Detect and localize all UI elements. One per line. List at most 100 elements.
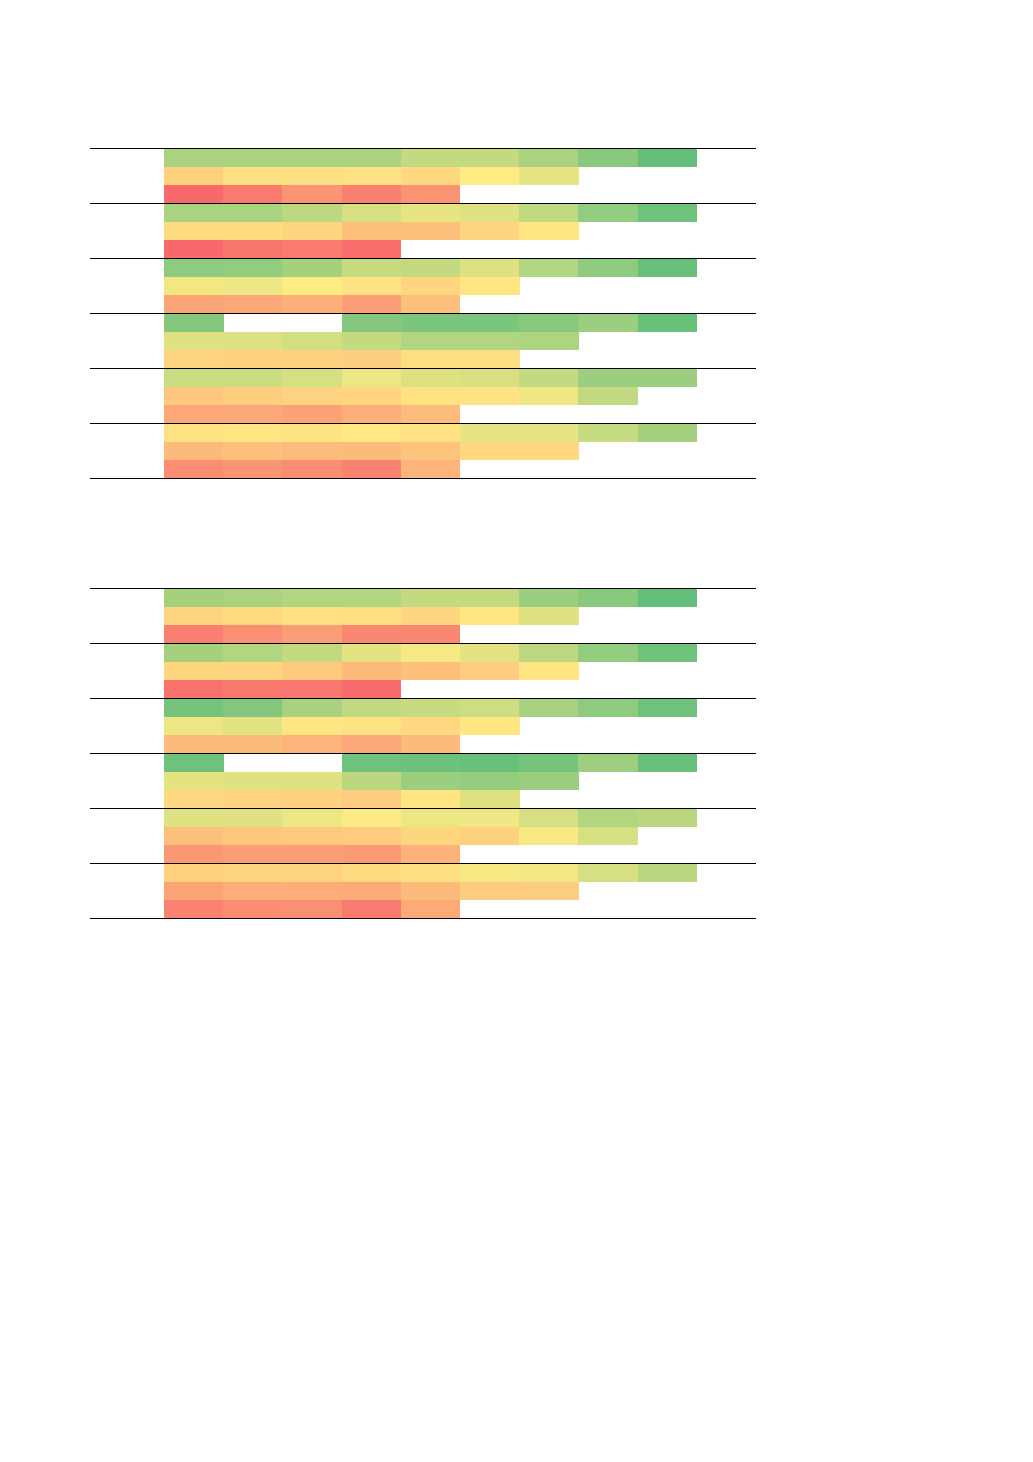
- heatmap-cell: [282, 735, 342, 753]
- heatmap-cell: [637, 369, 698, 387]
- heatmap-cell: [223, 882, 283, 900]
- heatmap-cell: [223, 680, 283, 698]
- heatmap-cell: [164, 882, 224, 900]
- heatmap-cell: [637, 424, 698, 442]
- heatmap-cell: [400, 699, 461, 717]
- heatmap-cell: [282, 827, 342, 845]
- heatmap-cell: [341, 259, 402, 277]
- heatmap-cell: [164, 222, 224, 240]
- heatmap-row: [90, 277, 756, 295]
- heatmap-cell: [578, 369, 638, 387]
- heatmap-cell: [164, 754, 224, 772]
- separator-line: [90, 753, 756, 754]
- heatmap-cell: [578, 827, 638, 845]
- heatmap-cell: [460, 350, 520, 368]
- heatmap-cell: [400, 790, 461, 808]
- heatmap-cell: [341, 790, 402, 808]
- heatmap-cell: [282, 809, 342, 827]
- heatmap-cell: [400, 864, 461, 882]
- heatmap-row: [90, 387, 756, 405]
- heatmap-cell: [341, 185, 402, 203]
- heatmap-cell: [400, 405, 461, 423]
- heatmap-cell: [400, 442, 461, 460]
- heatmap-row: [90, 680, 756, 698]
- heatmap-cell: [341, 442, 402, 460]
- heatmap-cell: [164, 204, 224, 222]
- heatmap-row: [90, 772, 756, 790]
- heatmap-row: [90, 717, 756, 735]
- heatmap-cell: [223, 699, 283, 717]
- heatmap-cell: [223, 717, 283, 735]
- heatmap-cell: [282, 442, 342, 460]
- heatmap-cell: [460, 827, 520, 845]
- heatmap-cell: [637, 699, 698, 717]
- heatmap-cell: [341, 809, 402, 827]
- heatmap-cell: [223, 424, 283, 442]
- heatmap-cell: [164, 845, 224, 863]
- heatmap-row: [90, 809, 756, 827]
- heatmap-cell: [578, 259, 638, 277]
- heatmap-cell: [400, 167, 461, 185]
- heatmap-cell: [282, 424, 342, 442]
- heatmap-cell: [519, 699, 579, 717]
- heatmap-cell: [282, 790, 342, 808]
- heatmap-cell: [223, 900, 283, 918]
- heatmap-cell: [400, 809, 461, 827]
- heatmap-cell: [223, 460, 283, 478]
- separator-line: [90, 148, 756, 149]
- heatmap-row: [90, 845, 756, 863]
- heatmap-cell: [341, 735, 402, 753]
- heatmap-cell: [637, 754, 698, 772]
- heatmap-cell: [637, 644, 698, 662]
- heatmap-cell: [519, 662, 579, 680]
- heatmap-cell: [460, 259, 520, 277]
- heatmap-cell: [341, 314, 402, 332]
- heatmap-cell: [519, 442, 579, 460]
- heatmap-cell: [282, 332, 342, 350]
- heatmap-row: [90, 167, 756, 185]
- heatmap-cell: [164, 442, 224, 460]
- heatmap-bottom: [90, 588, 756, 920]
- heatmap-cell: [519, 864, 579, 882]
- heatmap-cell: [400, 625, 461, 643]
- heatmap-cell: [519, 424, 579, 442]
- heatmap-cell: [164, 295, 224, 313]
- heatmap-cell: [164, 662, 224, 680]
- heatmap-cell: [341, 864, 402, 882]
- heatmap-cell: [223, 204, 283, 222]
- heatmap-cell: [460, 589, 520, 607]
- heatmap-cell: [519, 772, 579, 790]
- heatmap-cell: [223, 625, 283, 643]
- heatmap-row: [90, 882, 756, 900]
- heatmap-cell: [400, 424, 461, 442]
- heatmap-cell: [519, 222, 579, 240]
- heatmap-cell: [519, 644, 579, 662]
- heatmap-cell: [519, 809, 579, 827]
- heatmap-cell: [164, 790, 224, 808]
- heatmap-row: [90, 314, 756, 332]
- heatmap-cell: [164, 277, 224, 295]
- heatmap-cell: [460, 204, 520, 222]
- heatmap-cell: [460, 754, 520, 772]
- heatmap-cell: [282, 882, 342, 900]
- heatmap-row: [90, 735, 756, 753]
- heatmap-cell: [341, 332, 402, 350]
- heatmap-cell: [460, 809, 520, 827]
- heatmap-cell: [223, 332, 283, 350]
- heatmap-cell: [164, 259, 224, 277]
- heatmap-cell: [282, 717, 342, 735]
- heatmap-row: [90, 240, 756, 258]
- heatmap-cell: [164, 699, 224, 717]
- heatmap-cell: [578, 314, 638, 332]
- heatmap-cell: [282, 149, 342, 167]
- heatmap-cell: [460, 277, 520, 295]
- heatmap-cell: [164, 424, 224, 442]
- heatmap-cell: [400, 259, 461, 277]
- heatmap-cell: [341, 460, 402, 478]
- separator-line: [90, 863, 756, 864]
- heatmap-cell: [341, 350, 402, 368]
- heatmap-cell: [282, 295, 342, 313]
- heatmap-cell: [223, 864, 283, 882]
- heatmap-cell: [282, 350, 342, 368]
- heatmap-cell: [400, 717, 461, 735]
